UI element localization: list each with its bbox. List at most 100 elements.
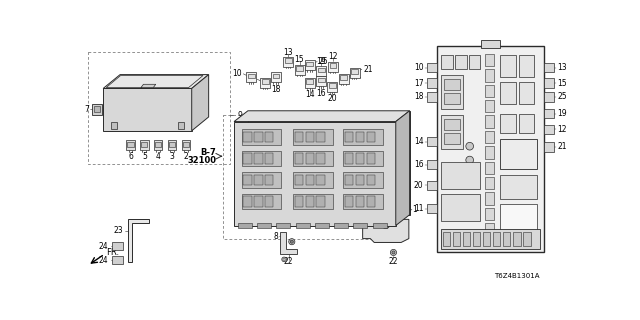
Bar xyxy=(340,75,348,80)
Bar xyxy=(295,153,303,164)
Text: 7: 7 xyxy=(84,105,90,114)
Bar xyxy=(356,175,364,186)
Bar xyxy=(334,223,348,228)
Bar xyxy=(500,139,538,169)
Bar xyxy=(242,194,281,209)
Bar xyxy=(296,223,310,228)
Bar xyxy=(452,232,460,245)
Bar xyxy=(92,104,102,115)
Bar xyxy=(441,75,463,109)
Text: 22: 22 xyxy=(284,257,294,266)
Bar xyxy=(260,78,270,88)
Text: 10: 10 xyxy=(414,63,424,72)
Bar xyxy=(316,175,325,186)
Bar xyxy=(500,55,516,77)
Bar xyxy=(444,79,460,90)
Text: 12: 12 xyxy=(328,52,337,61)
Text: 11: 11 xyxy=(414,204,424,213)
Bar xyxy=(265,132,273,142)
Bar xyxy=(316,196,325,207)
Circle shape xyxy=(115,258,120,262)
Bar xyxy=(88,52,230,164)
Bar xyxy=(503,232,511,245)
Bar xyxy=(455,55,467,69)
Polygon shape xyxy=(128,219,149,262)
Text: 1: 1 xyxy=(413,205,417,214)
Bar xyxy=(316,153,325,164)
Bar xyxy=(367,196,375,207)
Bar xyxy=(295,175,303,186)
Bar xyxy=(351,69,358,74)
Polygon shape xyxy=(280,232,297,254)
Bar xyxy=(444,119,460,130)
Bar xyxy=(242,151,281,166)
Circle shape xyxy=(115,244,120,249)
Bar xyxy=(427,204,437,213)
Text: 21: 21 xyxy=(557,142,567,151)
Text: 6: 6 xyxy=(128,153,133,162)
Bar xyxy=(345,153,353,164)
Bar xyxy=(140,140,148,150)
Bar xyxy=(441,162,480,188)
Text: 8: 8 xyxy=(273,232,278,241)
Bar xyxy=(257,223,271,228)
Bar xyxy=(154,140,163,150)
Bar xyxy=(519,114,534,133)
Text: 5: 5 xyxy=(142,153,147,162)
Bar xyxy=(500,114,516,133)
Bar xyxy=(273,74,280,78)
Bar xyxy=(318,68,325,72)
Bar xyxy=(441,116,463,149)
Bar xyxy=(367,132,375,142)
Bar xyxy=(315,223,329,228)
Bar xyxy=(485,192,494,205)
Text: FR.: FR. xyxy=(106,248,120,257)
Bar xyxy=(254,153,262,164)
Bar xyxy=(441,229,540,249)
Bar xyxy=(513,232,520,245)
Bar xyxy=(285,59,292,63)
Bar xyxy=(485,84,494,97)
Polygon shape xyxy=(234,111,410,122)
Bar xyxy=(316,132,325,142)
Bar xyxy=(372,223,387,228)
Bar xyxy=(178,122,184,129)
Circle shape xyxy=(392,251,395,254)
Bar xyxy=(437,46,543,252)
Text: 4: 4 xyxy=(156,153,161,162)
Bar xyxy=(485,146,494,158)
Bar xyxy=(485,100,494,112)
Bar xyxy=(444,133,460,144)
Bar xyxy=(316,66,326,76)
Bar xyxy=(485,116,494,128)
Bar xyxy=(293,172,333,188)
Bar xyxy=(254,175,262,186)
Bar xyxy=(469,55,481,69)
Bar xyxy=(306,132,314,142)
Bar xyxy=(295,65,305,75)
Bar xyxy=(306,175,314,186)
Bar xyxy=(242,172,281,188)
Bar xyxy=(493,232,500,245)
Bar xyxy=(329,83,336,88)
Text: 19: 19 xyxy=(557,109,567,118)
Bar xyxy=(223,116,406,239)
Bar xyxy=(443,232,451,245)
Bar xyxy=(349,68,360,78)
Bar xyxy=(500,175,538,198)
Bar xyxy=(305,78,315,88)
Polygon shape xyxy=(192,75,209,131)
Bar xyxy=(296,66,303,71)
Bar xyxy=(248,74,255,78)
Bar xyxy=(519,82,534,104)
Bar xyxy=(356,132,364,142)
Bar xyxy=(94,106,100,112)
Bar xyxy=(543,142,554,152)
Circle shape xyxy=(282,257,287,262)
Bar xyxy=(295,196,303,207)
Bar xyxy=(485,69,494,82)
Bar xyxy=(126,140,135,150)
Bar xyxy=(463,232,470,245)
Bar xyxy=(344,172,383,188)
Bar xyxy=(293,194,333,209)
